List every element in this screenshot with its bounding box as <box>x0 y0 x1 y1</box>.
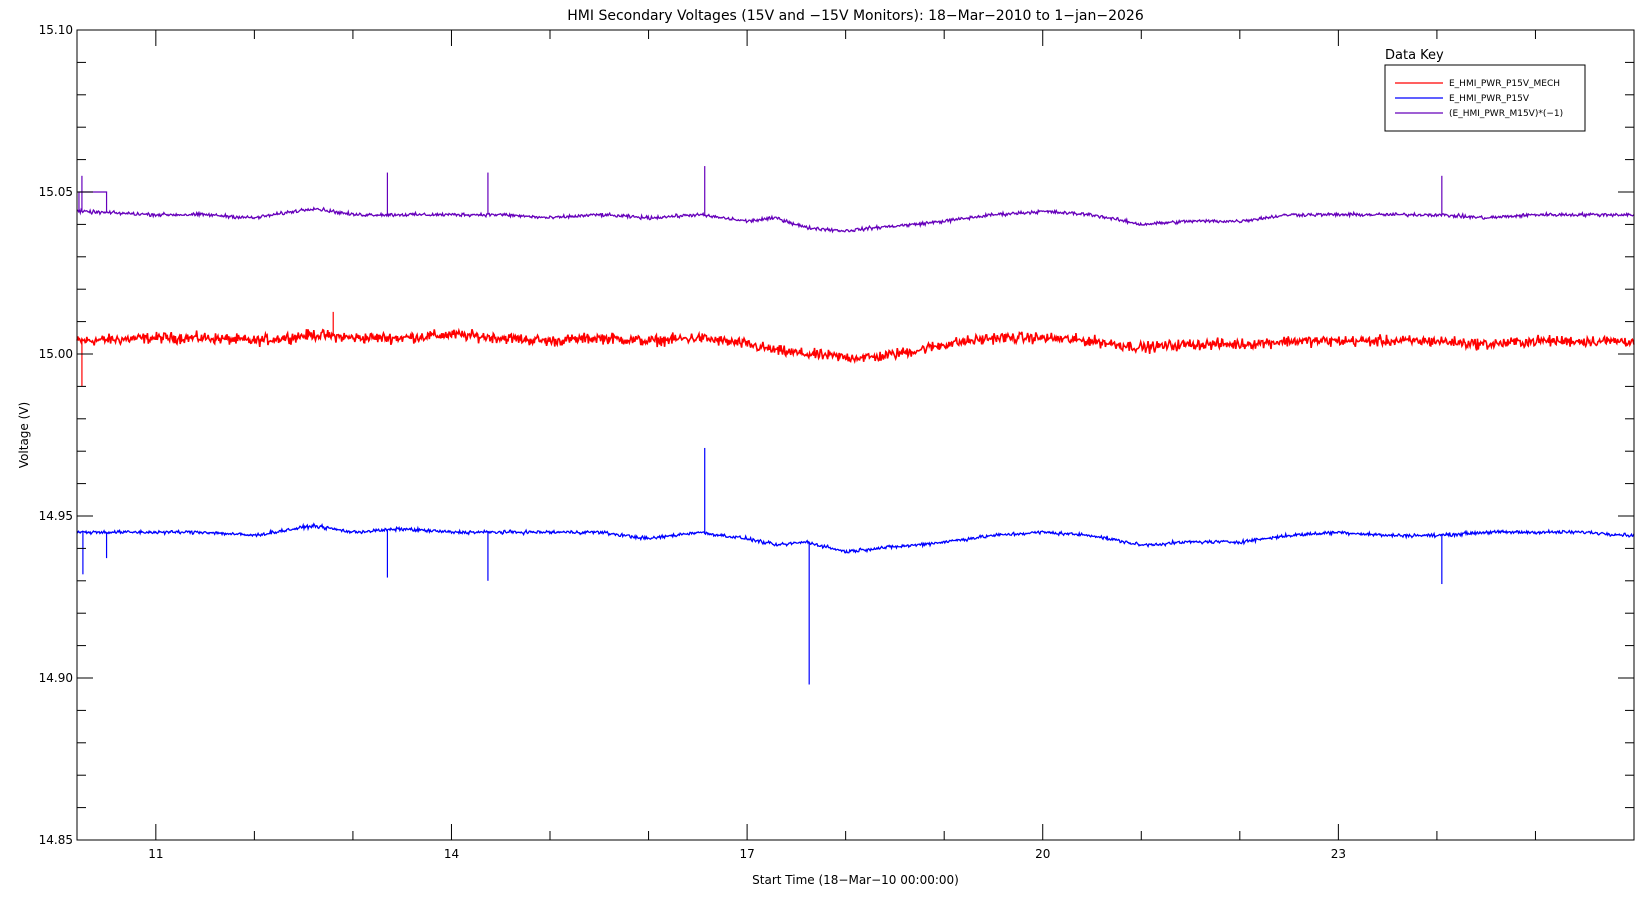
legend-label-2: (E_HMI_PWR_M15V)*(−1) <box>1449 109 1563 119</box>
series-line-1 <box>76 522 1635 554</box>
legend-title: Data Key <box>1385 48 1444 63</box>
legend-label-0: E_HMI_PWR_P15V_MECH <box>1449 79 1560 89</box>
axes: 14.85 14.90 14.95 15.00 15.05 15.10 11 14 17 20 23 <box>39 23 1635 861</box>
y-tick-label: 15.05 <box>39 185 73 199</box>
y-tick-label: 15.00 <box>39 347 73 361</box>
y-tick-label: 14.95 <box>39 509 73 523</box>
y-tick-label: 15.10 <box>39 23 73 37</box>
x-tick-label: 23 <box>1331 847 1346 861</box>
x-axis-label: Start Time (18−Mar−10 00:00:00) <box>752 873 959 887</box>
legend-label-1: E_HMI_PWR_P15V <box>1449 94 1530 104</box>
series-layer <box>76 166 1635 685</box>
series-line-2 <box>76 206 1635 234</box>
chart-title: HMI Secondary Voltages (15V and −15V Mon… <box>567 8 1144 24</box>
series-line-0 <box>76 327 1635 364</box>
x-tick-label: 20 <box>1035 847 1050 861</box>
x-tick-label: 17 <box>739 847 754 861</box>
legend: Data Key E_HMI_PWR_P15V_MECH E_HMI_PWR_P1… <box>1384 48 1586 132</box>
step-segment-0 <box>78 191 108 213</box>
x-tick-label: 14 <box>444 847 459 861</box>
y-tick-label: 14.85 <box>39 833 73 847</box>
y-tick-label: 14.90 <box>39 671 73 685</box>
y-axis-label: Voltage (V) <box>17 402 31 468</box>
x-tick-label: 11 <box>148 847 163 861</box>
plot-frame <box>76 29 1635 841</box>
